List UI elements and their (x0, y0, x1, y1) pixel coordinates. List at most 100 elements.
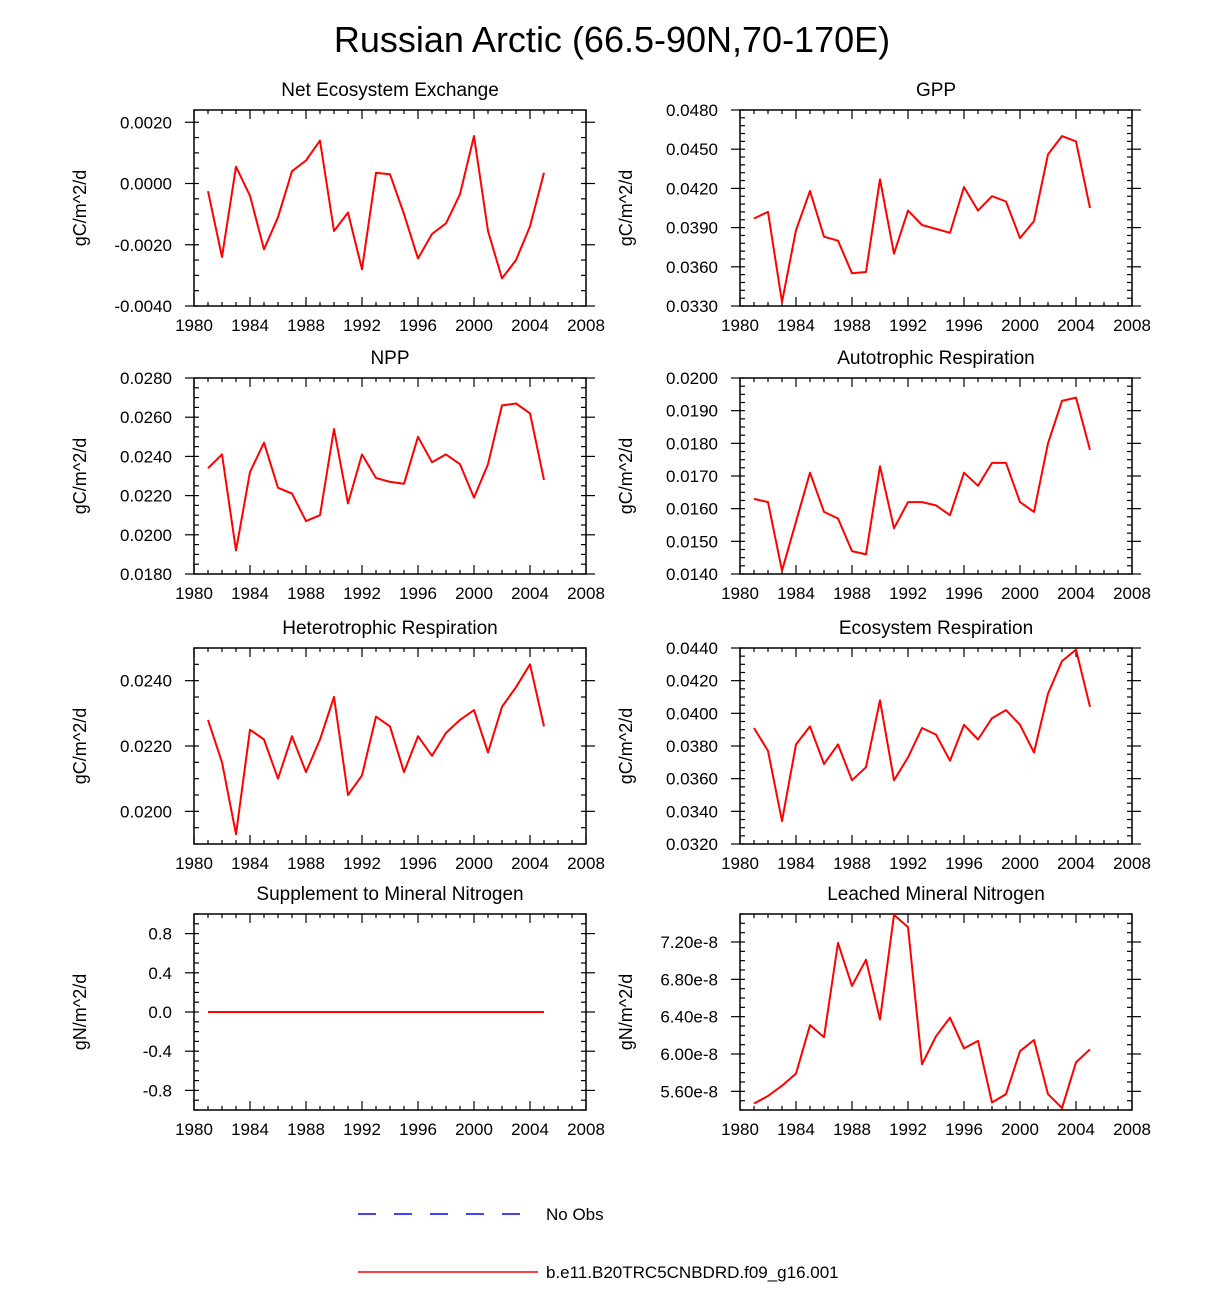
x-tick-label: 2008 (567, 1120, 605, 1139)
x-tick-label: 1996 (399, 854, 437, 873)
x-tick-label: 2004 (511, 584, 549, 603)
x-tick-label: 1984 (231, 854, 269, 873)
y-tick-label: 6.40e-8 (660, 1008, 718, 1027)
x-tick-label: 1992 (889, 1120, 927, 1139)
chart-panel-5: Heterotrophic Respiration gC/m^2/d 1980 198… (70, 618, 605, 873)
y-tick-label: 0.0200 (120, 526, 172, 545)
x-tick-label: 1996 (399, 1120, 437, 1139)
y-tick-label: -0.0020 (114, 236, 172, 255)
x-tick-label: 2004 (1057, 1120, 1095, 1139)
x-tick-label: 1984 (231, 584, 269, 603)
x-tick-label: 1984 (777, 1120, 815, 1139)
y-tick-label: 0.0280 (120, 369, 172, 388)
x-tick-label: 1988 (287, 316, 325, 335)
y-tick-label: 0.0180 (666, 434, 718, 453)
y-tick-label: 0.0140 (666, 565, 718, 584)
x-tick-label: 1984 (231, 316, 269, 335)
legend-no-obs-label: No Obs (546, 1205, 604, 1224)
y-tick-label: 0.0220 (120, 737, 172, 756)
x-tick-label: 1996 (945, 316, 983, 335)
x-tick-label: 2008 (567, 316, 605, 335)
y-tick-label: 0.0360 (666, 258, 718, 277)
chart-panel-6: Ecosystem Respiration gC/m^2/d 1980 1984 198… (616, 618, 1151, 873)
x-tick-label: 2000 (1001, 584, 1039, 603)
y-tick-label: 0.0330 (666, 297, 718, 316)
y-axis-label: gC/m^2/d (616, 438, 636, 514)
y-tick-label: 0.0440 (666, 639, 718, 658)
x-tick-label: 1988 (833, 316, 871, 335)
x-tick-label: 1992 (343, 584, 381, 603)
x-tick-label: 1996 (945, 1120, 983, 1139)
x-tick-label: 2000 (455, 584, 493, 603)
y-axis-label: gC/m^2/d (70, 170, 90, 246)
x-tick-label: 1996 (399, 316, 437, 335)
x-tick-label: 2008 (1113, 584, 1151, 603)
x-tick-label: 1992 (343, 1120, 381, 1139)
series-line (753, 396, 1091, 572)
y-tick-label: 0.0260 (120, 408, 172, 427)
y-tick-label: 0.0380 (666, 737, 718, 756)
x-tick-label: 1988 (287, 854, 325, 873)
x-tick-label: 2000 (455, 316, 493, 335)
y-tick-label: 0.0170 (666, 467, 718, 486)
y-tick-label: -0.0040 (114, 297, 172, 316)
y-tick-label: 0.0480 (666, 101, 718, 120)
x-tick-label: 1980 (175, 1120, 213, 1139)
y-tick-label: 0.0420 (666, 672, 718, 691)
x-tick-label: 1988 (833, 584, 871, 603)
series-line (207, 663, 545, 836)
panel-title: Net Ecosystem Exchange (281, 80, 499, 101)
x-tick-label: 1980 (175, 316, 213, 335)
chart-panel-8: Leached Mineral Nitrogen gN/m^2/d 1980 1984… (616, 884, 1151, 1139)
x-tick-label: 1988 (287, 1120, 325, 1139)
x-tick-label: 1988 (833, 854, 871, 873)
x-tick-label: 2008 (567, 584, 605, 603)
x-tick-label: 1984 (777, 584, 815, 603)
y-tick-label: 5.60e-8 (660, 1082, 718, 1101)
y-axis-label: gN/m^2/d (70, 974, 90, 1050)
chart-panel-4: Autotrophic Respiration gC/m^2/d 1980 1984 1… (616, 348, 1151, 603)
panel-title: Ecosystem Respiration (839, 618, 1033, 639)
x-tick-label: 2004 (1057, 854, 1095, 873)
chart-panel-2: GPP gC/m^2/d 1980 1984 1988 1992 1996 2000 2004 2… (616, 80, 1151, 335)
plot-frame (193, 647, 587, 845)
x-tick-label: 2000 (1001, 316, 1039, 335)
plot-frame (739, 913, 1133, 1111)
x-tick-label: 2008 (1113, 316, 1151, 335)
legend: No Obs b.e11.B20TRC5CNBDRD.f09_g16.001 (358, 1205, 839, 1282)
x-tick-label: 1992 (343, 854, 381, 873)
plot-frame (739, 647, 1133, 845)
panel-title: GPP (916, 80, 956, 101)
y-tick-label: 6.80e-8 (660, 970, 718, 989)
x-tick-label: 1992 (889, 584, 927, 603)
y-axis-label: gC/m^2/d (70, 708, 90, 784)
main-title: Russian Arctic (66.5-90N,70-170E) (334, 19, 890, 60)
x-tick-label: 1980 (175, 584, 213, 603)
x-tick-label: 1980 (175, 854, 213, 873)
y-tick-label: 0.0450 (666, 140, 718, 159)
y-tick-label: 0.0320 (666, 835, 718, 854)
plot-frame (739, 377, 1133, 575)
y-tick-label: 0.0160 (666, 500, 718, 519)
x-tick-label: 2000 (455, 1120, 493, 1139)
x-tick-label: 2004 (511, 1120, 549, 1139)
x-tick-label: 1980 (721, 1120, 759, 1139)
x-tick-label: 1980 (721, 316, 759, 335)
x-tick-label: 2004 (1057, 316, 1095, 335)
x-tick-label: 1988 (287, 584, 325, 603)
panel-title: NPP (370, 348, 409, 369)
y-tick-label: 0.0190 (666, 402, 718, 421)
x-tick-label: 1988 (833, 1120, 871, 1139)
x-tick-label: 1992 (343, 316, 381, 335)
x-tick-label: 1980 (721, 584, 759, 603)
x-tick-label: 1992 (889, 854, 927, 873)
panel-title: Autotrophic Respiration (837, 348, 1035, 369)
y-tick-label: 0.0420 (666, 179, 718, 198)
panels: Net Ecosystem Exchange gC/m^2/d 1980 1984 19… (70, 80, 1151, 1139)
y-tick-label: -0.4 (143, 1042, 172, 1061)
y-tick-label: 0.0390 (666, 219, 718, 238)
y-tick-label: 0.4 (148, 964, 172, 983)
y-tick-label: 0.0 (148, 1003, 172, 1022)
y-tick-label: 0.0180 (120, 565, 172, 584)
